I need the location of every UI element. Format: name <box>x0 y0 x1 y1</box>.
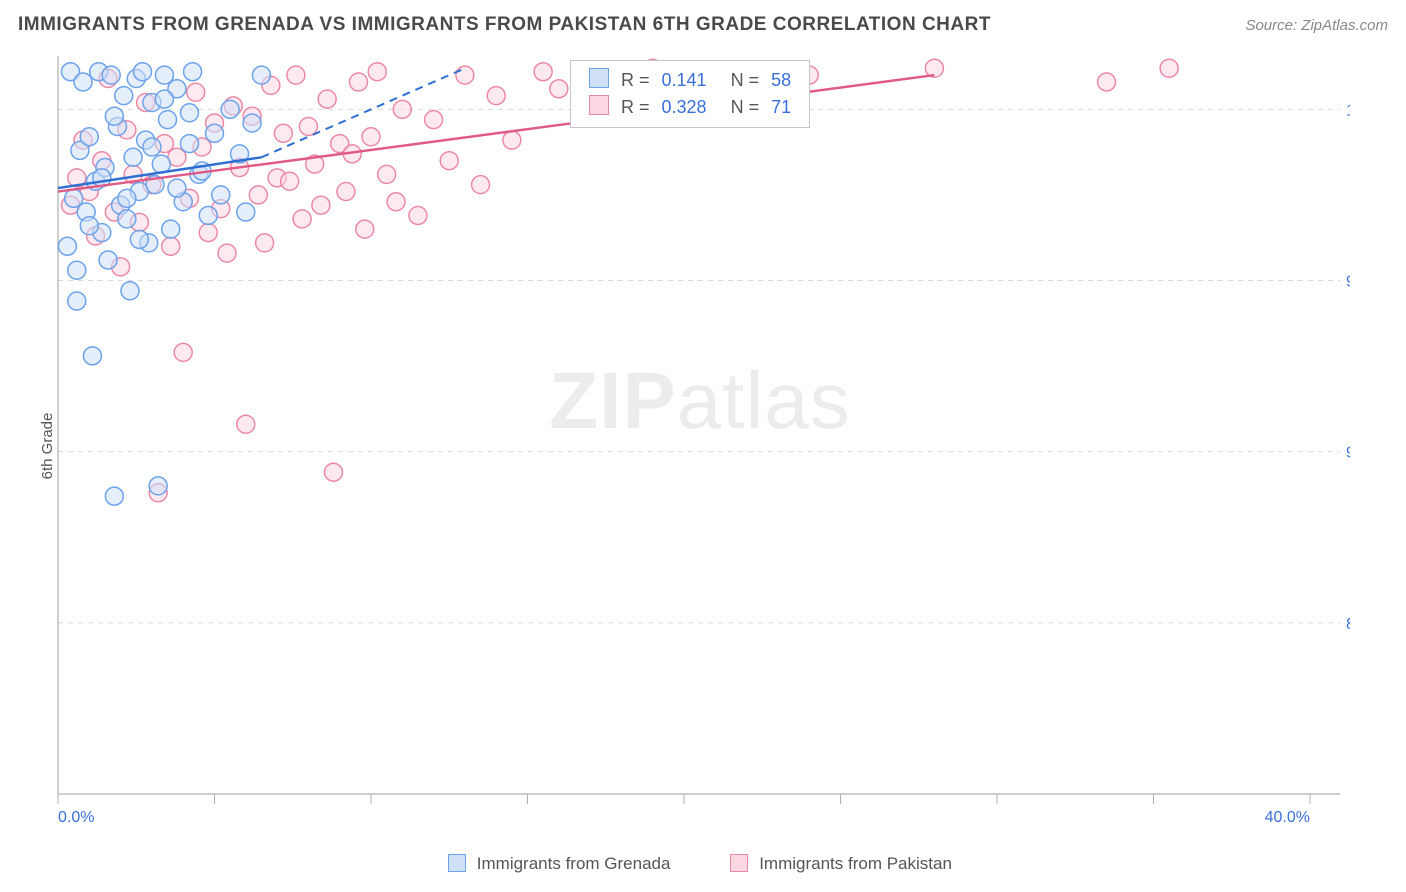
series-a-label: Immigrants from Grenada <box>477 854 671 873</box>
series-b-label: Immigrants from Pakistan <box>759 854 952 873</box>
series-b-legend: Immigrants from Pakistan <box>730 854 951 874</box>
series-a-legend: Immigrants from Grenada <box>448 854 670 874</box>
n-label-b: N = <box>725 94 766 121</box>
svg-text:100.0%: 100.0% <box>1346 102 1350 119</box>
legend-row-a: R = 0.141 N = 58 <box>583 67 797 94</box>
r-value-a: 0.141 <box>656 67 713 94</box>
series-a-swatch <box>448 854 466 872</box>
r-label-a: R = <box>615 67 656 94</box>
legend-table: R = 0.141 N = 58 R = 0.328 N = 71 <box>583 67 797 121</box>
n-value-a: 58 <box>765 67 797 94</box>
chart-svg: 85.0% 90.0% 95.0% 100.0% 0.0% 40.0% <box>50 54 1350 824</box>
series-b-swatch <box>730 854 748 872</box>
svg-text:40.0%: 40.0% <box>1265 809 1310 824</box>
legend-swatch-a <box>589 68 609 88</box>
svg-text:0.0%: 0.0% <box>58 809 94 824</box>
legend-swatch-b <box>589 95 609 115</box>
legend-row-b: R = 0.328 N = 71 <box>583 94 797 121</box>
svg-text:85.0%: 85.0% <box>1346 616 1350 633</box>
r-value-b: 0.328 <box>656 94 713 121</box>
source-label: Source: ZipAtlas.com <box>1245 17 1388 34</box>
svg-text:95.0%: 95.0% <box>1346 274 1350 291</box>
chart-title: IMMIGRANTS FROM GRENADA VS IMMIGRANTS FR… <box>18 14 991 36</box>
svg-text:90.0%: 90.0% <box>1346 445 1350 462</box>
x-axis-legend: Immigrants from Grenada Immigrants from … <box>50 854 1350 874</box>
r-label-b: R = <box>615 94 656 121</box>
n-value-b: 71 <box>765 94 797 121</box>
n-label-a: N = <box>725 67 766 94</box>
plot-area: 85.0%90.0%95.0%100.0%0.0%40.0% ZIPatlas … <box>50 54 1350 824</box>
correlation-legend: R = 0.141 N = 58 R = 0.328 N = 71 <box>570 60 810 128</box>
